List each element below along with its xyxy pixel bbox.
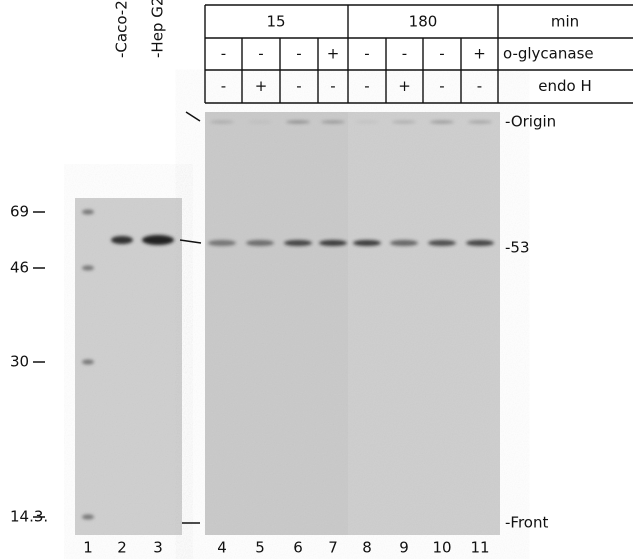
unit-label: min xyxy=(551,13,579,31)
origin-band xyxy=(430,120,454,124)
connector xyxy=(179,239,202,244)
band xyxy=(466,240,494,246)
lane-number: 4 xyxy=(217,539,227,557)
lane-number: 10 xyxy=(432,539,451,557)
marker-band xyxy=(82,514,94,520)
marker-label: 30 xyxy=(10,353,29,371)
band-label: -Front xyxy=(505,514,548,532)
treatment-cell: + xyxy=(327,45,340,63)
treatment-cell: - xyxy=(439,77,444,95)
band xyxy=(353,240,381,246)
lane-number: 9 xyxy=(399,539,409,557)
treatment-cell: - xyxy=(296,45,301,63)
origin-band xyxy=(321,120,345,124)
treatment-cell: + xyxy=(398,77,411,95)
bands xyxy=(82,120,494,520)
treatment-cell: - xyxy=(402,45,407,63)
group-label: 15 xyxy=(266,13,285,31)
treatment-cell: - xyxy=(221,45,226,63)
lane-number: 6 xyxy=(293,539,303,557)
band xyxy=(284,240,312,246)
treatment-label: endo H xyxy=(538,77,591,95)
treatment-cell: - xyxy=(439,45,444,63)
lane-number: 8 xyxy=(362,539,372,557)
connector xyxy=(185,111,201,122)
lane-number: 11 xyxy=(470,539,489,557)
treatment-cell: - xyxy=(330,77,335,95)
marker-band xyxy=(82,209,94,215)
treatment-label: o-glycanase xyxy=(503,45,594,63)
lane-number: 1 xyxy=(83,539,93,557)
group-label: 180 xyxy=(409,13,438,31)
lane-number: 5 xyxy=(255,539,265,557)
band xyxy=(142,235,174,245)
treatment-cell: - xyxy=(296,77,301,95)
origin-band xyxy=(468,120,492,124)
band xyxy=(428,240,456,246)
marker-label: 69 xyxy=(10,203,29,221)
gel-texture xyxy=(205,112,500,535)
header-table: 15 180 min - - - + - - - + o-glycanase - + - - - + - - endo … xyxy=(204,4,633,104)
lane-number: 7 xyxy=(328,539,338,557)
origin-band xyxy=(248,120,272,124)
treatment-cell: - xyxy=(364,77,369,95)
origin-band xyxy=(355,120,379,124)
gel-texture xyxy=(75,198,182,535)
treatment-cell: - xyxy=(221,77,226,95)
lane-number: 2 xyxy=(117,539,127,557)
lane-label: -Caco-2 xyxy=(113,0,131,58)
treatment-cell: + xyxy=(255,77,268,95)
band-label: -53 xyxy=(505,239,530,257)
treatment-cell: - xyxy=(477,77,482,95)
marker-band xyxy=(82,359,94,365)
band xyxy=(111,236,133,244)
band-label: -Origin xyxy=(505,113,556,131)
labels: -Caco-2 -Hep G269463014.3.-Origin-53-Fron… xyxy=(10,0,556,557)
band xyxy=(208,240,236,246)
origin-band xyxy=(392,120,416,124)
band xyxy=(246,240,274,246)
marker-band xyxy=(82,265,94,271)
marker-label: 14.3. xyxy=(10,508,48,526)
lane-label: -Hep G2 xyxy=(149,0,167,58)
marker-label: 46 xyxy=(10,259,29,277)
band xyxy=(319,240,347,246)
band xyxy=(390,240,418,246)
treatment-cell: - xyxy=(258,45,263,63)
treatment-cell: - xyxy=(364,45,369,63)
origin-band xyxy=(286,120,310,124)
origin-band xyxy=(210,120,234,124)
treatment-cell: + xyxy=(473,45,486,63)
lane-number: 3 xyxy=(153,539,163,557)
